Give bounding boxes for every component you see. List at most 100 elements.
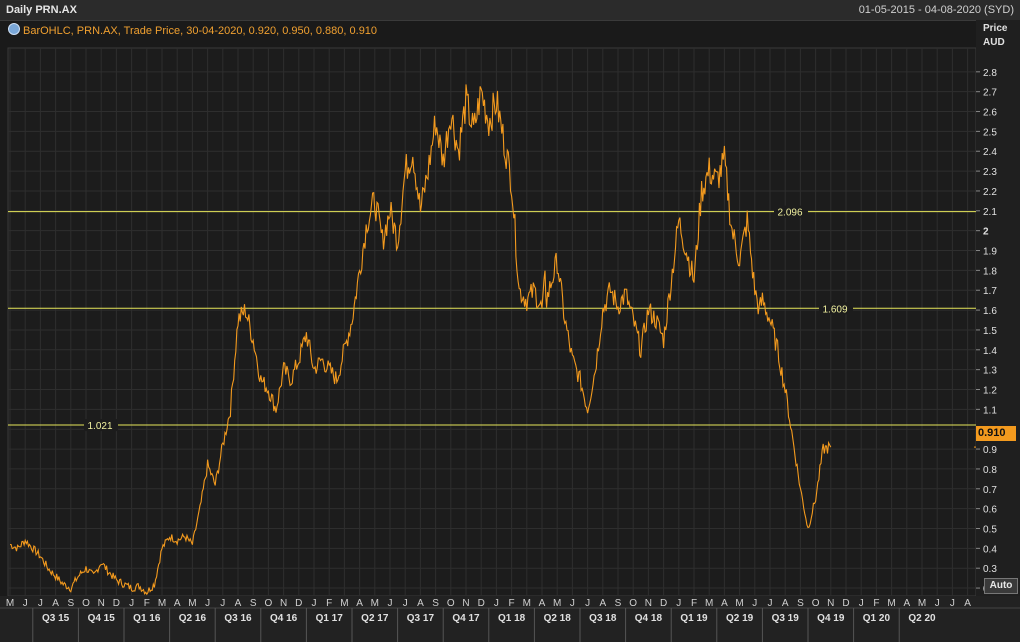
month-tick-label: M bbox=[188, 598, 196, 609]
month-tick-label: J bbox=[220, 598, 225, 609]
quarter-label: Q4 15 bbox=[88, 613, 116, 624]
level-label: 1.609 bbox=[822, 304, 847, 315]
y-tick-label: 1.3 bbox=[983, 366, 997, 377]
price-chart[interactable]: 0.20.30.40.50.60.70.80.911.11.21.31.41.5… bbox=[0, 20, 1020, 642]
month-tick-label: A bbox=[599, 598, 606, 609]
level-label-bg bbox=[774, 205, 808, 218]
month-tick-label: S bbox=[432, 598, 439, 609]
quarter-label: Q2 19 bbox=[726, 613, 754, 624]
month-tick-label: M bbox=[340, 598, 348, 609]
y-tick-label: 1.7 bbox=[983, 286, 997, 297]
y-tick-label: 0.8 bbox=[983, 465, 997, 476]
month-tick-label: A bbox=[721, 598, 728, 609]
chart-title: Daily PRN.AX bbox=[6, 4, 77, 16]
y-tick-label: 1.4 bbox=[983, 346, 997, 357]
date-range[interactable]: 01-05-2015 - 04-08-2020 (SYD) bbox=[858, 4, 1014, 16]
series-settings-icon[interactable] bbox=[8, 23, 20, 35]
level-label: 2.096 bbox=[777, 208, 802, 219]
y-tick-label: 1.5 bbox=[983, 326, 997, 337]
quarter-label: Q3 16 bbox=[224, 613, 252, 624]
month-tick-label: F bbox=[691, 598, 697, 609]
month-tick-label: J bbox=[935, 598, 940, 609]
month-tick-label: J bbox=[205, 598, 210, 609]
month-tick-label: A bbox=[174, 598, 181, 609]
month-tick-label: S bbox=[615, 598, 622, 609]
level-label: 1.021 bbox=[87, 421, 112, 432]
month-tick-label: J bbox=[388, 598, 393, 609]
month-tick-label: M bbox=[371, 598, 379, 609]
y-tick-label: 2.3 bbox=[983, 167, 997, 178]
month-tick-label: M bbox=[918, 598, 926, 609]
month-tick-label: D bbox=[842, 598, 849, 609]
month-tick-label: A bbox=[539, 598, 546, 609]
last-price-tag: 0.910 bbox=[976, 426, 1016, 441]
month-tick-label: J bbox=[950, 598, 955, 609]
y-tick-label: 2.1 bbox=[983, 207, 997, 218]
quarter-label: Q1 16 bbox=[133, 613, 161, 624]
month-tick-label: M bbox=[887, 598, 895, 609]
month-tick-label: J bbox=[38, 598, 43, 609]
month-tick-label: A bbox=[417, 598, 424, 609]
window-titlebar: Daily PRN.AX 01-05-2015 - 04-08-2020 (SY… bbox=[0, 0, 1020, 21]
y-tick-label: 0.7 bbox=[983, 485, 997, 496]
quarter-label: Q2 18 bbox=[544, 613, 572, 624]
month-tick-label: J bbox=[23, 598, 28, 609]
month-tick-label: M bbox=[553, 598, 561, 609]
y-tick-label: 2.5 bbox=[983, 127, 997, 138]
quarter-label: Q2 20 bbox=[908, 613, 936, 624]
quarter-label: Q3 15 bbox=[42, 613, 70, 624]
month-tick-label: J bbox=[752, 598, 757, 609]
quarter-label: Q4 19 bbox=[817, 613, 845, 624]
quarter-label: Q3 18 bbox=[589, 613, 617, 624]
month-tick-label: F bbox=[873, 598, 879, 609]
price-axis-label: Price bbox=[983, 23, 1008, 34]
month-tick-label: F bbox=[509, 598, 515, 609]
y-tick-label: 2.6 bbox=[983, 108, 997, 119]
month-tick-label: D bbox=[113, 598, 120, 609]
month-tick-label: M bbox=[523, 598, 531, 609]
y-tick-label: 1.1 bbox=[983, 405, 997, 416]
month-tick-label: J bbox=[585, 598, 590, 609]
quarter-label: Q1 18 bbox=[498, 613, 526, 624]
month-tick-label: O bbox=[265, 598, 273, 609]
quarter-label: Q2 17 bbox=[361, 613, 389, 624]
month-tick-label: D bbox=[295, 598, 302, 609]
month-tick-label: A bbox=[903, 598, 910, 609]
y-tick-label: 1.9 bbox=[983, 247, 997, 258]
quarter-label: Q4 16 bbox=[270, 613, 298, 624]
month-tick-label: J bbox=[129, 598, 134, 609]
month-tick-label: A bbox=[356, 598, 363, 609]
series-legend[interactable]: BarOHLC, PRN.AX, Trade Price, 30-04-2020… bbox=[8, 23, 377, 37]
quarter-label: Q3 19 bbox=[772, 613, 800, 624]
y-tick-label: 0.6 bbox=[983, 505, 997, 516]
month-tick-label: O bbox=[812, 598, 820, 609]
auto-scale-button[interactable]: Auto bbox=[984, 578, 1018, 594]
y-tick-label: 0.5 bbox=[983, 524, 997, 535]
month-tick-label: D bbox=[478, 598, 485, 609]
quarter-label: Q1 20 bbox=[863, 613, 891, 624]
month-tick-label: N bbox=[827, 598, 834, 609]
quarter-label: Q1 19 bbox=[680, 613, 708, 624]
month-tick-label: M bbox=[735, 598, 743, 609]
month-tick-label: D bbox=[660, 598, 667, 609]
month-tick-label: J bbox=[768, 598, 773, 609]
month-tick-label: M bbox=[6, 598, 14, 609]
month-tick-label: J bbox=[676, 598, 681, 609]
level-label-bg bbox=[819, 302, 853, 315]
quarter-label: Q2 16 bbox=[179, 613, 207, 624]
month-tick-label: A bbox=[52, 598, 59, 609]
y-tick-label: 2 bbox=[983, 227, 989, 238]
month-tick-label: S bbox=[797, 598, 804, 609]
month-tick-label: N bbox=[645, 598, 652, 609]
plot-area bbox=[7, 47, 977, 597]
month-tick-label: A bbox=[235, 598, 242, 609]
price-axis-panel bbox=[976, 20, 1020, 596]
month-tick-label: O bbox=[82, 598, 90, 609]
month-tick-label: N bbox=[98, 598, 105, 609]
month-tick-label: F bbox=[144, 598, 150, 609]
month-tick-label: S bbox=[250, 598, 257, 609]
y-tick-label: 2.7 bbox=[983, 88, 997, 99]
month-tick-label: O bbox=[629, 598, 637, 609]
month-tick-label: J bbox=[494, 598, 499, 609]
month-tick-label: J bbox=[570, 598, 575, 609]
